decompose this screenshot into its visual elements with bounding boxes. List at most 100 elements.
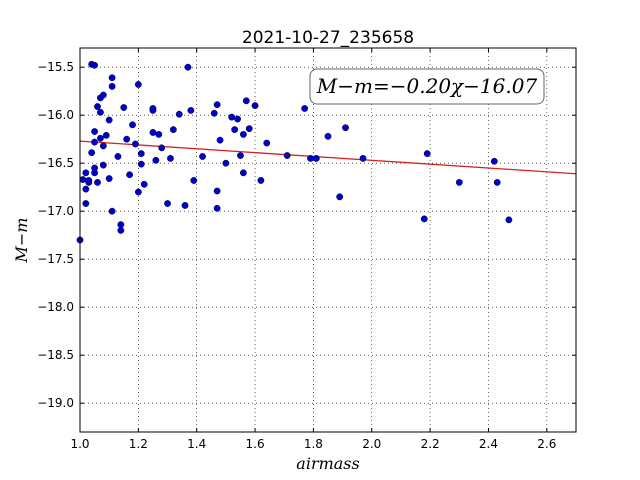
data-point <box>105 175 113 182</box>
data-point <box>187 107 195 114</box>
y-tick-label: −18.5 <box>37 348 74 362</box>
data-point <box>102 131 110 139</box>
data-point <box>155 130 163 138</box>
data-point <box>132 140 139 148</box>
data-point <box>123 135 131 143</box>
data-point <box>117 221 125 229</box>
data-point <box>234 115 241 123</box>
data-point <box>82 185 90 193</box>
data-point <box>342 124 349 132</box>
y-tick-label: −15.5 <box>37 60 74 74</box>
data-point <box>239 130 247 138</box>
data-point <box>134 81 142 88</box>
equation-box-frame <box>309 68 545 105</box>
data-point <box>108 74 116 82</box>
data-point <box>169 126 177 134</box>
data-point <box>79 176 87 183</box>
data-point <box>312 154 320 162</box>
x-tick-label: 2.4 <box>479 437 498 451</box>
data-point <box>91 61 98 69</box>
data-point <box>94 103 101 110</box>
data-point <box>283 152 291 159</box>
x-axis-label: airmass <box>296 454 359 473</box>
y-axis-ticks: −15.5 −16.0 −16.5 −17.0 −17.5 −18.0 −18.5 −19.0 <box>37 60 576 410</box>
x-tick-label: 1.0 <box>70 437 89 451</box>
data-point <box>85 177 93 184</box>
y-tick-label: −16.5 <box>37 156 74 170</box>
data-point <box>242 97 250 105</box>
data-point <box>420 215 428 223</box>
data-point <box>134 188 142 196</box>
data-point <box>140 180 148 188</box>
data-point <box>91 128 98 135</box>
data-point <box>251 102 259 110</box>
data-point <box>237 152 244 159</box>
data-point <box>99 142 107 150</box>
y-axis-label: M−m <box>12 218 31 264</box>
data-point <box>263 139 271 147</box>
data-point <box>167 154 174 162</box>
data-point <box>210 109 218 117</box>
grid-lines <box>79 48 576 432</box>
data-point <box>137 160 145 168</box>
data-point <box>149 129 157 136</box>
data-point <box>181 202 189 209</box>
data-point <box>359 154 367 162</box>
plot-frame <box>79 47 577 433</box>
data-point <box>184 63 192 71</box>
data-point <box>490 157 498 165</box>
data-point <box>108 83 116 90</box>
y-tick-label: −16.0 <box>37 108 74 122</box>
x-axis-ticks: 1.0 1.2 1.4 1.6 1.8 2.0 2.2 2.4 2.6 <box>70 48 556 451</box>
data-point <box>222 159 230 167</box>
data-point <box>82 169 90 177</box>
fit-equation: M−m=−0.20χ−16.07 <box>316 74 538 98</box>
data-point <box>216 136 224 144</box>
data-point <box>82 200 90 207</box>
data-point <box>493 178 501 186</box>
y-tick-label: −17.0 <box>37 204 74 218</box>
data-point <box>190 177 198 184</box>
x-tick-label: 1.8 <box>304 437 323 451</box>
data-point <box>423 150 431 158</box>
y-tick-label: −19.0 <box>37 396 74 410</box>
data-point <box>94 178 101 186</box>
fit-equation-box: M−m=−0.20χ−16.07 <box>309 68 545 105</box>
data-point <box>126 171 134 179</box>
data-point <box>99 91 107 99</box>
data-point <box>239 169 247 177</box>
x-tick-label: 2.2 <box>421 437 440 451</box>
data-point <box>336 193 344 201</box>
y-tick-label: −17.5 <box>37 252 74 266</box>
data-point <box>149 105 157 112</box>
data-point <box>97 108 104 116</box>
data-point <box>301 105 309 112</box>
data-point <box>152 156 160 164</box>
data-points <box>76 60 513 244</box>
data-point <box>158 144 166 152</box>
data-point <box>99 161 107 169</box>
data-point <box>88 149 96 157</box>
data-point <box>164 200 171 207</box>
y-tick-label: −18.0 <box>37 300 74 314</box>
x-tick-label: 1.2 <box>129 437 148 451</box>
data-point <box>91 169 98 177</box>
x-tick-label: 2.6 <box>537 437 556 451</box>
data-point <box>137 150 145 158</box>
data-point <box>213 101 221 109</box>
data-point <box>91 138 98 146</box>
data-point <box>231 126 239 134</box>
data-point <box>175 110 183 118</box>
data-point <box>505 216 513 224</box>
data-point <box>108 207 116 215</box>
data-point <box>245 125 253 133</box>
data-point <box>307 154 314 162</box>
data-point <box>114 153 122 160</box>
data-point <box>105 116 113 124</box>
data-point <box>455 178 463 186</box>
data-point <box>257 177 265 184</box>
data-point <box>120 104 128 111</box>
chart-title: 2021-10-27_235658 <box>242 28 414 48</box>
data-point <box>97 134 104 142</box>
data-point <box>199 153 206 160</box>
